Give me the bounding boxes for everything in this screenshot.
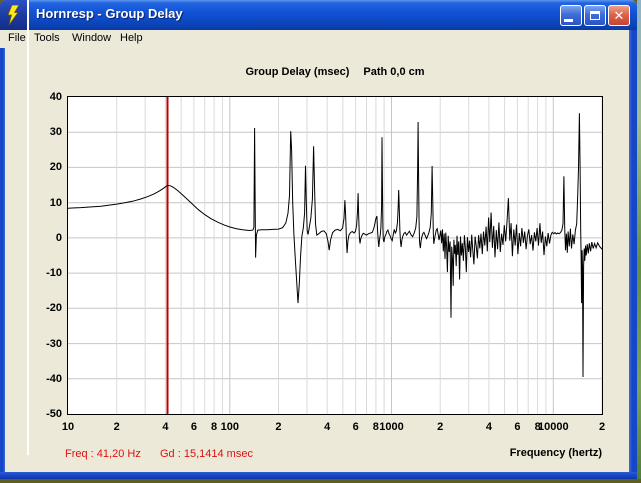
x-tick-label: 2 <box>113 421 120 433</box>
y-tick-label: -50 <box>46 408 62 420</box>
y-tick-label: 0 <box>55 231 62 244</box>
gd-readout: Gd : 15,1414 msec <box>160 448 253 460</box>
minimize-button[interactable] <box>560 5 582 26</box>
maximize-button[interactable] <box>584 5 606 26</box>
close-button[interactable]: ✕ <box>608 5 630 26</box>
y-tick-label: 30 <box>49 126 62 139</box>
y-tick-label: 10 <box>49 196 62 209</box>
window-border-bottom <box>0 472 637 479</box>
group-delay-curve <box>68 113 602 378</box>
menu-window[interactable]: Window <box>72 32 112 44</box>
x-tick-label: 10 <box>61 421 75 433</box>
x-tick-label: 8 <box>211 421 218 433</box>
chart-title-text: Group Delay (msec) <box>245 66 350 78</box>
menu-bar: File Tools Window Help <box>0 30 637 48</box>
window-title: Hornresp - Group Delay <box>36 6 183 21</box>
group-delay-chart[interactable] <box>68 97 602 414</box>
x-tick-label: 6 <box>352 421 359 433</box>
freq-readout: Freq : 41,20 Hz <box>65 448 141 460</box>
x-tick-label: 4 <box>324 421 331 433</box>
y-tick-label: 40 <box>49 91 62 103</box>
desktop-wallpaper-sliver <box>637 0 641 483</box>
x-tick-label: 1000 <box>379 421 404 433</box>
x-tick-label: 8 <box>534 421 541 433</box>
window-border-left <box>0 48 5 472</box>
title-bar[interactable]: Hornresp - Group Delay ✕ <box>0 0 637 30</box>
window-border-right <box>629 30 637 472</box>
mdi-edge-highlight <box>27 0 29 455</box>
minimize-icon <box>563 18 573 22</box>
x-tick-label: 6 <box>514 421 521 433</box>
x-tick-label: 8 <box>372 421 379 433</box>
x-tick-label: 2 <box>275 421 282 433</box>
y-tick-label: 20 <box>49 161 62 174</box>
y-tick-label: -10 <box>46 267 62 280</box>
x-tick-label: 4 <box>485 421 492 433</box>
y-tick-label: -20 <box>46 302 62 315</box>
x-axis-title: Frequency (hertz) <box>509 447 602 459</box>
chart-path-text: Path 0,0 cm <box>363 66 425 78</box>
lightning-icon <box>6 5 19 25</box>
maximize-icon <box>590 11 600 20</box>
close-icon: ✕ <box>613 8 625 23</box>
menu-file[interactable]: File <box>8 32 26 44</box>
chart-plot-area[interactable] <box>67 96 603 415</box>
menu-help[interactable]: Help <box>120 32 143 44</box>
x-tick-label: 4 <box>162 421 169 433</box>
x-tick-label: 100 <box>220 421 239 433</box>
y-tick-label: -40 <box>46 372 62 385</box>
x-tick-label: 2 <box>437 421 444 433</box>
menu-tools[interactable]: Tools <box>34 32 60 44</box>
app-icon-area[interactable] <box>0 0 27 30</box>
x-tick-label: 10000 <box>538 421 569 433</box>
desktop-edge <box>0 479 641 483</box>
y-tick-label: -30 <box>46 337 62 350</box>
x-tick-label: 2 <box>598 421 606 433</box>
chart-title: Group Delay (msec) Path 0,0 cm <box>67 66 603 78</box>
x-tick-label: 6 <box>190 421 197 433</box>
